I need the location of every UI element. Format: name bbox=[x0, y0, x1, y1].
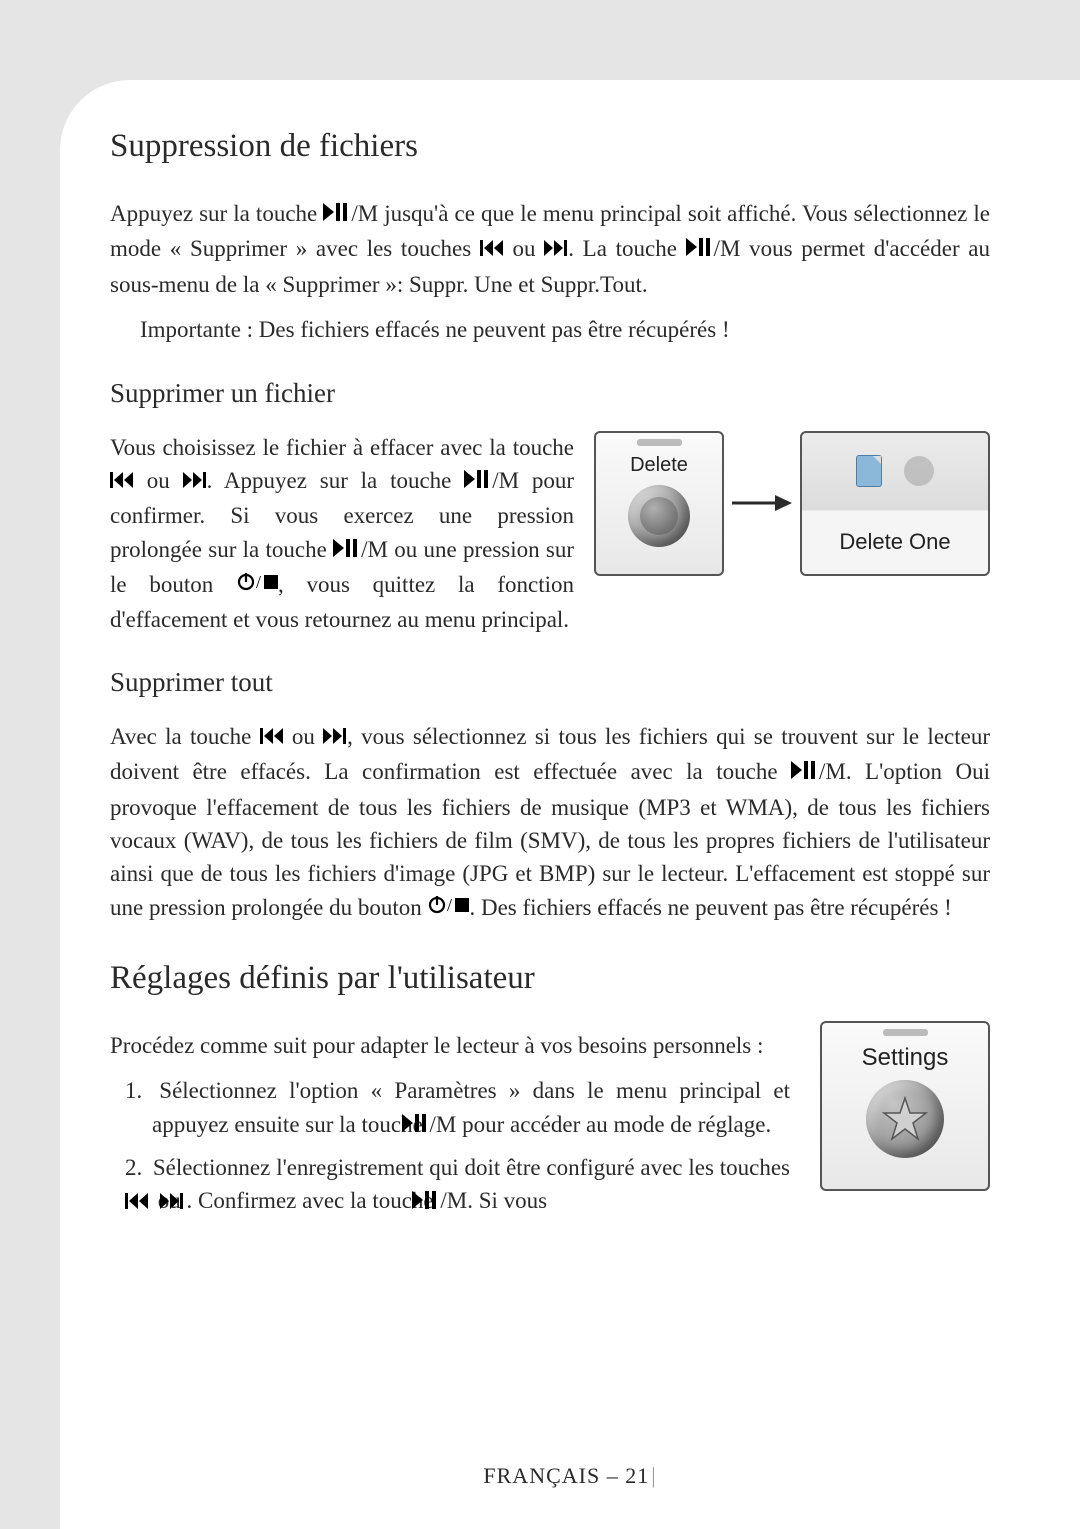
text: ou bbox=[134, 468, 183, 493]
prev-icon bbox=[480, 232, 504, 265]
text: . Confirmez avec la touche bbox=[187, 1188, 440, 1213]
play-pause-icon bbox=[686, 232, 714, 265]
screen2-label: Delete One bbox=[802, 510, 988, 573]
play-pause-icon bbox=[464, 464, 492, 497]
text: et S bbox=[512, 272, 553, 297]
svg-text:/: / bbox=[256, 572, 261, 592]
section3-paragraph: Avec la touche ou , vous sélectionnez si… bbox=[110, 720, 990, 926]
text: Suppr. Une bbox=[409, 272, 513, 297]
play-pause-icon bbox=[333, 533, 361, 566]
text: . La touche bbox=[568, 236, 685, 261]
text: . bbox=[642, 272, 648, 297]
footer-sep: – bbox=[600, 1463, 625, 1488]
play-pause-icon bbox=[323, 197, 351, 230]
text: Avec la touche bbox=[110, 724, 260, 749]
text: Vous choisissez le bbox=[110, 435, 286, 460]
arrow-icon bbox=[732, 493, 792, 513]
power-stop-icon: / bbox=[236, 568, 278, 601]
page-footer: FRANÇAIS – 21| bbox=[60, 1463, 1080, 1489]
text: /M. Si vous bbox=[440, 1188, 547, 1213]
delete-orb-icon bbox=[628, 485, 690, 547]
footer-page: 21 bbox=[625, 1463, 649, 1488]
next-icon bbox=[544, 232, 568, 265]
screen-notch bbox=[883, 1029, 928, 1036]
settings-label: Settings bbox=[862, 1044, 949, 1072]
section4-title: Réglages définis par l'utilisateur bbox=[110, 960, 990, 997]
text: uppr.Tout bbox=[553, 272, 641, 297]
text: ou bbox=[504, 236, 544, 261]
text: /M pour accéder au mode de réglage. bbox=[430, 1112, 772, 1137]
section1-paragraph: Appuyez sur la touche /M jusqu'à ce que … bbox=[110, 197, 990, 301]
settings-figure: Settings bbox=[820, 1021, 990, 1191]
text: Oui bbox=[956, 759, 991, 784]
next-icon bbox=[183, 464, 207, 497]
section1-title: Suppression de fichiers bbox=[110, 128, 990, 165]
delete-screen-1: Delete bbox=[594, 431, 724, 576]
document-page: Suppression de fichiers Appuyez sur la t… bbox=[60, 80, 1080, 1529]
text: ou bbox=[284, 724, 324, 749]
text: Sélectionnez l'enregistrement qui doit ê… bbox=[147, 1155, 790, 1180]
footer-lang: FRANÇAIS bbox=[483, 1463, 600, 1488]
file-icon bbox=[856, 455, 882, 487]
screen-notch bbox=[637, 439, 682, 446]
prev-icon bbox=[110, 464, 134, 497]
play-pause-icon bbox=[439, 1185, 440, 1218]
text: . Des fichiers effacés ne peuvent pas êt… bbox=[469, 895, 951, 920]
next-icon bbox=[323, 720, 347, 753]
play-pause-icon bbox=[791, 755, 819, 788]
prev-icon bbox=[260, 720, 284, 753]
svg-text:/: / bbox=[447, 895, 452, 915]
text: Appuyez sur la touche bbox=[110, 201, 323, 226]
important-note: Importante : Des fichiers effacés ne peu… bbox=[110, 313, 990, 348]
text: fichier à effacer avec la touche bbox=[286, 435, 574, 460]
section4-body: Settings Procédez comme suit pour adapte… bbox=[110, 1029, 990, 1220]
footer-bar: | bbox=[651, 1463, 656, 1489]
settings-orb-icon bbox=[866, 1080, 944, 1158]
text: /M. L'option bbox=[819, 759, 956, 784]
section3-title: Supprimer tout bbox=[110, 667, 990, 698]
section2-body: Delete Delete One V bbox=[110, 431, 990, 637]
gear-faded-icon bbox=[904, 456, 934, 486]
section2-title: Supprimer un fichier bbox=[110, 378, 990, 409]
text: . Appuyez sur la touche bbox=[207, 468, 465, 493]
list-number: 2. bbox=[125, 1151, 147, 1184]
screen1-label: Delete bbox=[630, 454, 688, 477]
delete-figure: Delete Delete One bbox=[594, 431, 990, 576]
power-stop-icon: / bbox=[427, 891, 469, 924]
play-pause-icon bbox=[429, 1108, 430, 1141]
delete-screen-2: Delete One bbox=[800, 431, 990, 576]
list-number: 1. bbox=[125, 1074, 147, 1107]
